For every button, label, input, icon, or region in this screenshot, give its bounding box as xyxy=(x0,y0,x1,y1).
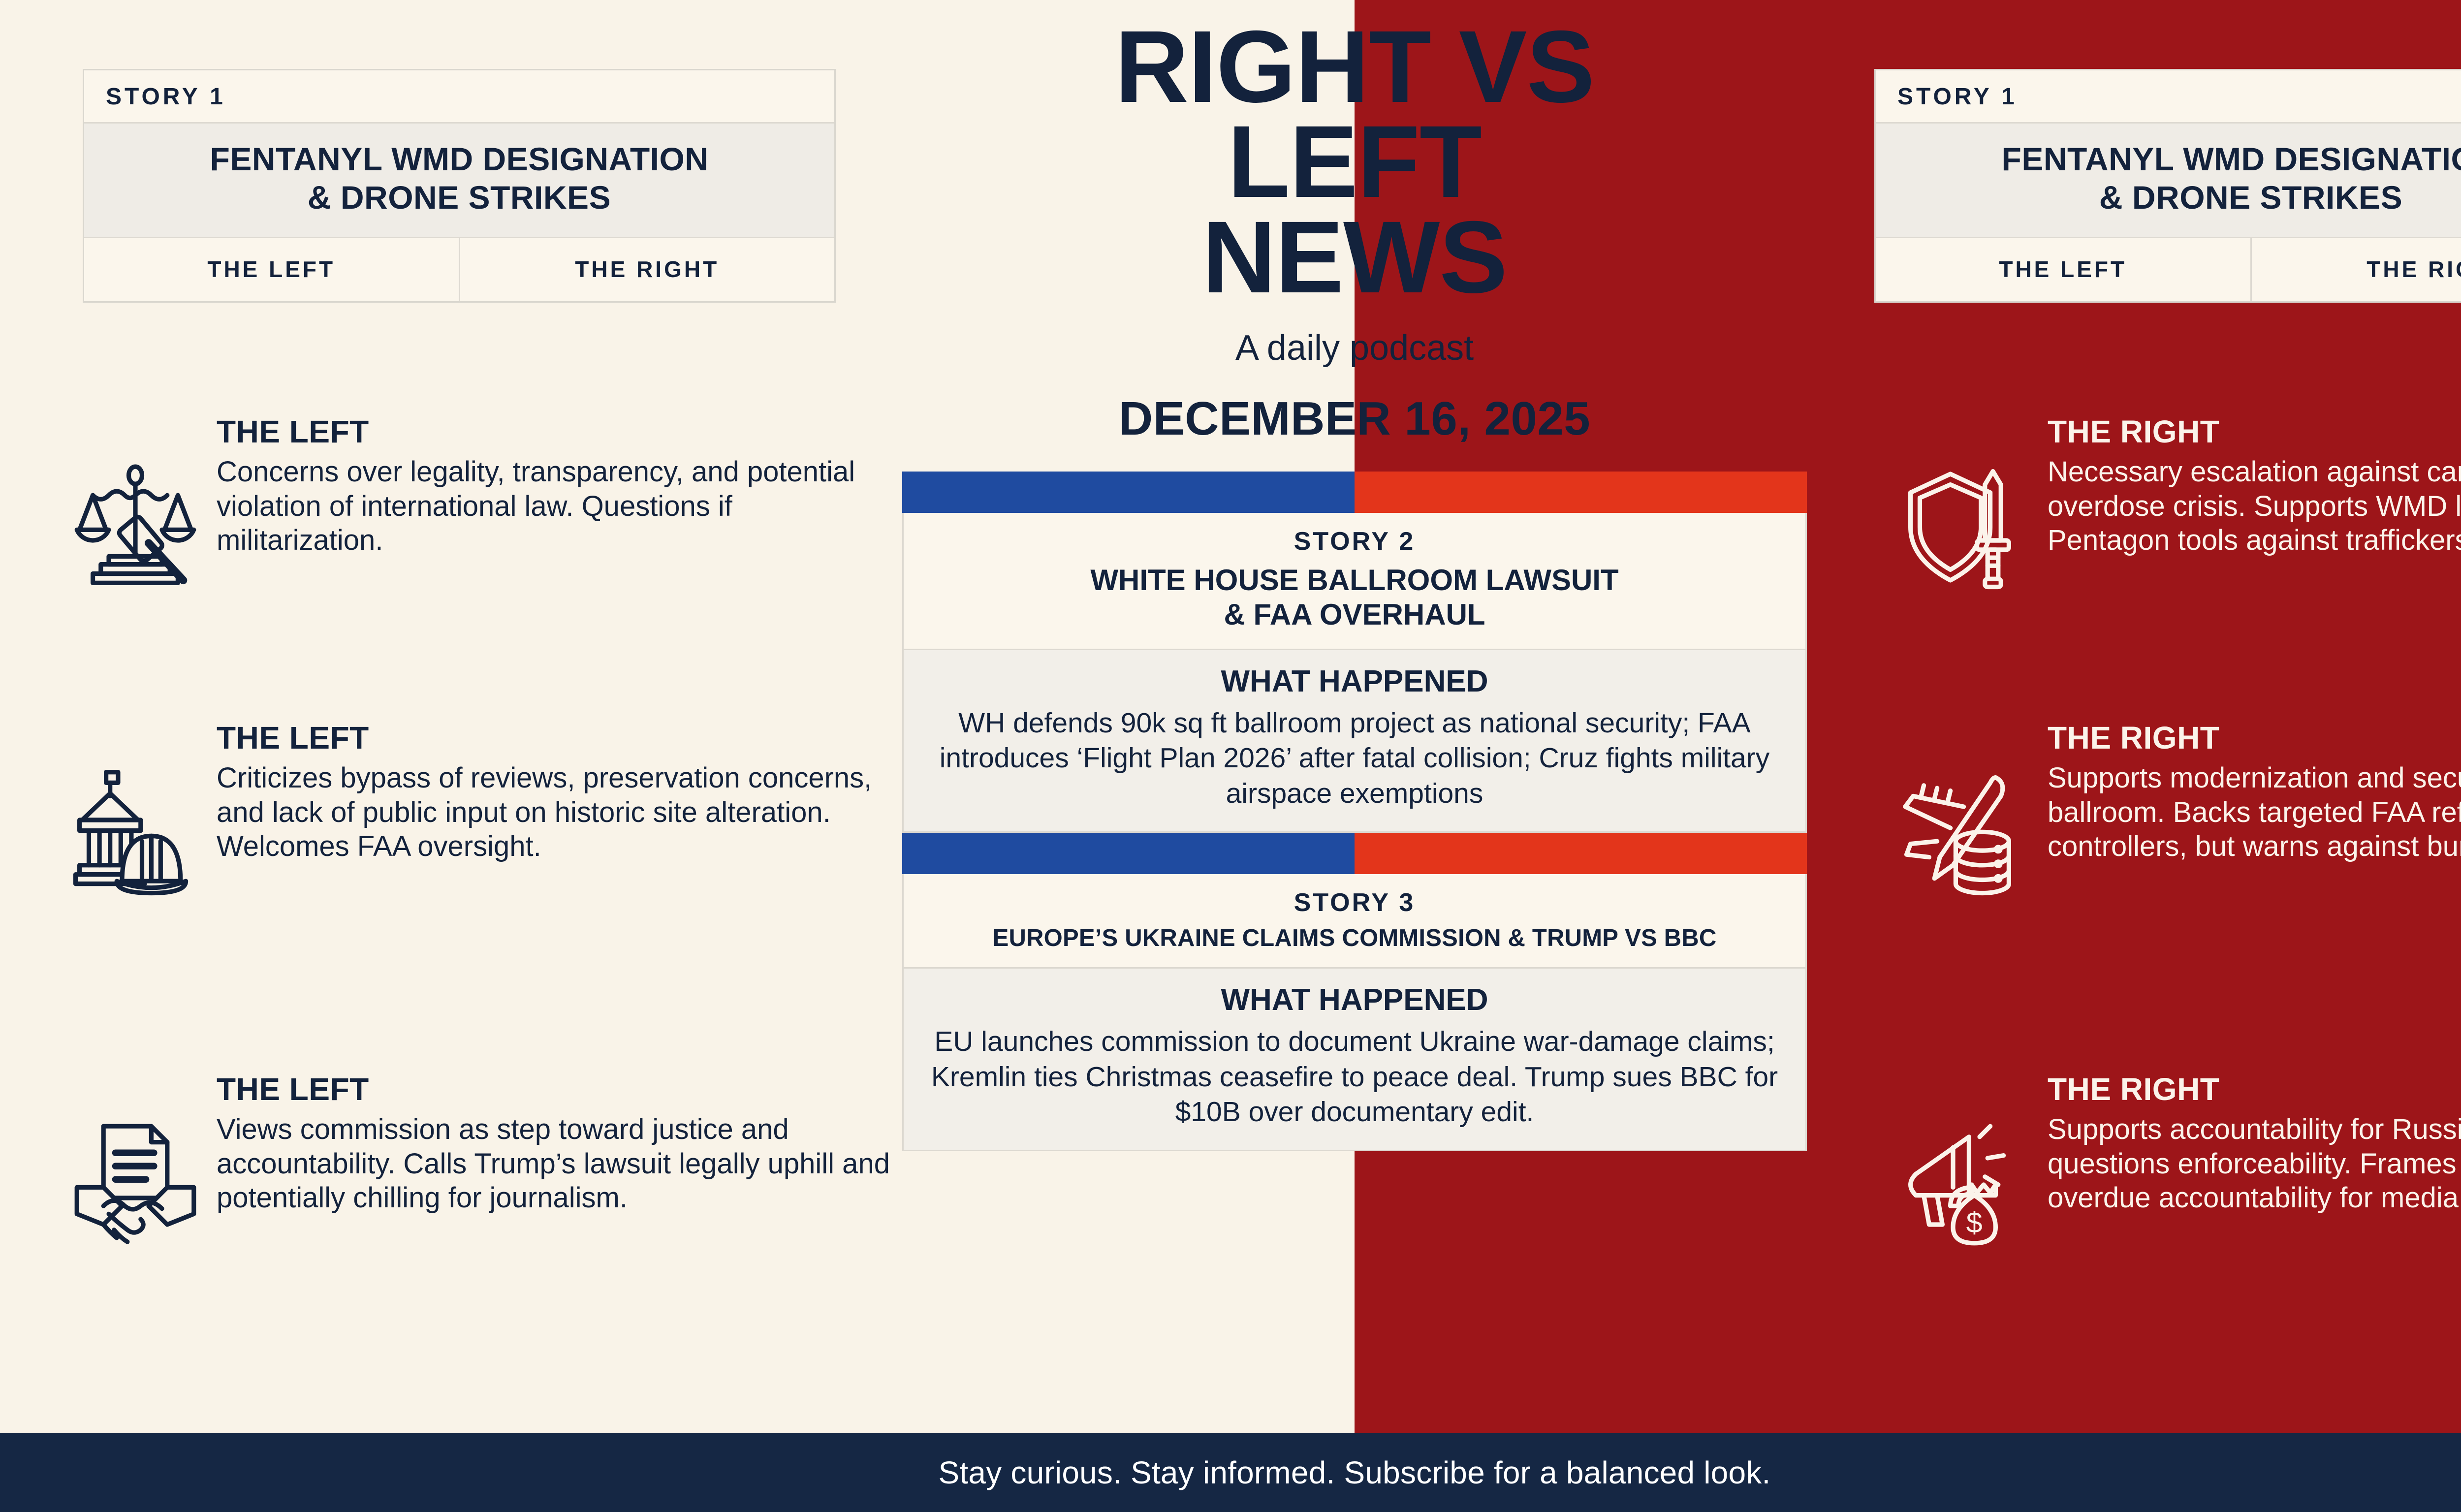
flag-divider-story2 xyxy=(902,472,1807,513)
right-opinion-label-1: THE RIGHT xyxy=(2048,414,2220,449)
left-opinion-text-2: Criticizes bypass of reviews, preservati… xyxy=(217,762,872,863)
story2-card: STORY 2 WHITE HOUSE BALLROOM LAWSUIT & F… xyxy=(902,513,1807,833)
brand-title-line3: NEWS xyxy=(1202,200,1508,315)
center-column: RIGHT VS LEFT NEWS A daily podcast DECEM… xyxy=(902,0,1807,1152)
story2-title-line2: & FAA OVERHAUL xyxy=(1224,598,1485,631)
story1-kicker-left: STORY 1 xyxy=(84,70,834,124)
svg-text:$: $ xyxy=(1966,1206,1983,1239)
right-opinion-row-3: $ THE RIGHT Supports accountability for … xyxy=(1885,1071,2461,1251)
story1-header-card-right: STORY 1 FENTANYL WMD DESIGNATION & DRONE… xyxy=(1874,69,2461,303)
story2-kicker: STORY 2 xyxy=(1294,527,1416,556)
story2-what-text: WH defends 90k sq ft ballroom project as… xyxy=(939,707,1770,810)
left-opinion-text-1: Concerns over legality, transparency, an… xyxy=(217,456,855,557)
story2-what-label: WHAT HAPPENED xyxy=(1221,664,1488,698)
right-opinion-label-3: THE RIGHT xyxy=(2048,1071,2220,1107)
story3-title: EUROPE’S UKRAINE CLAIMS COMMISSION & TRU… xyxy=(904,924,1805,967)
left-opinion-label-2: THE LEFT xyxy=(217,720,369,756)
story1-title-line1-left: FENTANYL WMD DESIGNATION xyxy=(210,141,709,177)
story3-what-label: WHAT HAPPENED xyxy=(1221,982,1488,1017)
left-opinion-body-2: THE LEFT Criticizes bypass of reviews, p… xyxy=(217,720,911,864)
left-opinion-body-3: THE LEFT Views commission as step toward… xyxy=(217,1071,935,1215)
left-opinion-body-1: THE LEFT Concerns over legality, transpa… xyxy=(217,413,891,558)
story1-side-left-label-2: THE LEFT xyxy=(1876,238,2252,301)
story1-title-left: FENTANYL WMD DESIGNATION & DRONE STRIKES xyxy=(84,124,834,238)
story2-title: WHITE HOUSE BALLROOM LAWSUIT & FAA OVERH… xyxy=(904,563,1805,648)
flag-red-half-2 xyxy=(1355,832,1807,874)
story1-header-card-left: STORY 1 FENTANYL WMD DESIGNATION & DRONE… xyxy=(83,69,836,303)
left-opinion-label-3: THE LEFT xyxy=(217,1071,369,1107)
story1-title-right: FENTANYL WMD DESIGNATION & DRONE STRIKES xyxy=(1876,124,2461,238)
right-opinion-text-3: Supports accountability for Russian atro… xyxy=(2048,1113,2461,1214)
left-opinion-label-1: THE LEFT xyxy=(217,414,369,449)
left-opinion-row-2: THE LEFT Criticizes bypass of reviews, p… xyxy=(54,720,911,900)
left-opinion-row-3: THE LEFT Views commission as step toward… xyxy=(54,1071,935,1251)
airplane-barrel-icon xyxy=(1885,720,2048,900)
brand-title-line2: LEFT xyxy=(1228,105,1482,220)
megaphone-moneybag-icon: $ xyxy=(1885,1071,2048,1251)
story1-side-left-label: THE LEFT xyxy=(84,238,460,301)
story2-what-happened: WHAT HAPPENED WH defends 90k sq ft ballr… xyxy=(904,648,1805,831)
story3-title-line1: EUROPE’S UKRAINE CLAIMS COMMISSION & TRU… xyxy=(992,924,1717,951)
scales-gavel-icon xyxy=(54,413,217,594)
right-opinion-body-2: THE RIGHT Supports modernization and sec… xyxy=(2048,720,2461,864)
brand-title-line1: RIGHT VS xyxy=(1114,10,1595,124)
flag-blue-half-2 xyxy=(902,832,1355,874)
story1-title-line2-left: & DRONE STRIKES xyxy=(307,179,611,216)
story1-title-line2-right: & DRONE STRIKES xyxy=(2099,179,2403,216)
shield-sword-icon xyxy=(1885,413,2048,594)
story1-sides-left: THE LEFT THE RIGHT xyxy=(84,238,834,301)
right-opinion-row-1: THE RIGHT Necessary escalation against c… xyxy=(1885,413,2461,594)
right-opinion-body-1: THE RIGHT Necessary escalation against c… xyxy=(2048,413,2461,558)
document-handshake-icon xyxy=(54,1071,217,1251)
story1-side-right-label: THE RIGHT xyxy=(575,256,720,282)
right-opinion-text-1: Necessary escalation against cartels fue… xyxy=(2048,456,2461,557)
right-opinion-row-2: THE RIGHT Supports modernization and sec… xyxy=(1885,720,2461,900)
flag-blue-half-1 xyxy=(902,472,1355,513)
flag-red-half-1 xyxy=(1355,472,1807,513)
flag-divider-story3 xyxy=(902,832,1807,874)
story1-sides-right: THE LEFT THE RIGHT xyxy=(1876,238,2461,301)
capitol-hardhat-icon xyxy=(54,720,217,900)
story3-kicker: STORY 3 xyxy=(1294,888,1416,917)
story1-title-line1-right: FENTANYL WMD DESIGNATION xyxy=(2001,141,2461,177)
story2-title-line1: WHITE HOUSE BALLROOM LAWSUIT xyxy=(1090,564,1619,597)
left-opinion-text-3: Views commission as step toward justice … xyxy=(217,1113,890,1214)
left-opinion-row-1: THE LEFT Concerns over legality, transpa… xyxy=(54,413,891,594)
brand-date: DECEMBER 16, 2025 xyxy=(1118,392,1591,445)
story1-kicker-right: STORY 1 xyxy=(1876,70,2461,124)
story3-what-happened: WHAT HAPPENED EU launches commission to … xyxy=(904,967,1805,1150)
brand-block: RIGHT VS LEFT NEWS A daily podcast DECEM… xyxy=(902,0,1807,446)
brand-subtitle: A daily podcast xyxy=(1235,328,1474,368)
footer-bar: Stay curious. Stay informed. Subscribe f… xyxy=(0,1433,2461,1512)
brand-title: RIGHT VS LEFT NEWS xyxy=(902,10,1807,315)
right-opinion-body-3: THE RIGHT Supports accountability for Ru… xyxy=(2048,1071,2461,1215)
right-opinion-text-2: Supports modernization and security reas… xyxy=(2048,762,2461,863)
footer-text: Stay curious. Stay informed. Subscribe f… xyxy=(938,1455,1771,1490)
story3-what-text: EU launches commission to document Ukrai… xyxy=(931,1025,1778,1128)
story1-side-right-label-2: THE RIGHT xyxy=(2366,256,2461,282)
right-opinion-label-2: THE RIGHT xyxy=(2048,720,2220,756)
story3-card: STORY 3 EUROPE’S UKRAINE CLAIMS COMMISSI… xyxy=(902,874,1807,1152)
